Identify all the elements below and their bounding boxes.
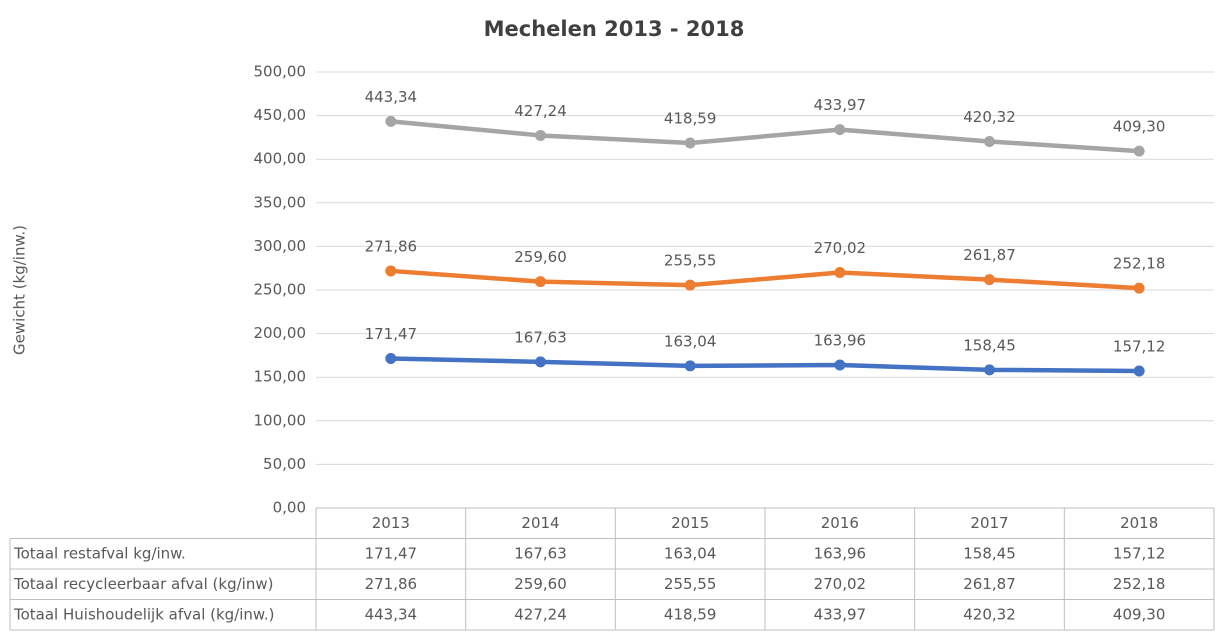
table-cell: 259,60: [514, 575, 567, 593]
series-line: [388, 356, 1142, 374]
point-marker: [984, 274, 995, 286]
x-tick-label: 2017: [970, 514, 1008, 532]
table-cell: 255,55: [664, 575, 717, 593]
point-marker: [684, 360, 696, 372]
data-label: 270,02: [814, 239, 867, 257]
x-tick-label: 2013: [372, 514, 410, 532]
point-marker: [535, 356, 546, 368]
table-cell: 418,59: [664, 605, 717, 623]
data-label: 420,32: [963, 108, 1016, 126]
table-row-label: Totaal recycleerbaar afval (kg/inw): [13, 575, 273, 593]
point-marker: [684, 137, 696, 149]
y-tick-label: 250,00: [254, 281, 307, 299]
y-axis-label: Gewicht (kg/inw.): [11, 225, 29, 355]
series-line: [388, 119, 1142, 154]
x-tick-label: 2016: [821, 514, 859, 532]
data-label: 427,24: [514, 102, 567, 120]
data-label: 271,86: [365, 237, 418, 255]
point-marker: [385, 352, 397, 364]
point-marker: [1133, 365, 1145, 377]
point-marker: [535, 129, 546, 141]
y-tick-label: 100,00: [254, 411, 307, 429]
point-marker: [984, 135, 995, 147]
table-row-label: Totaal Huishoudelijk afval (kg/inw.): [13, 605, 274, 623]
data-label: 259,60: [514, 248, 567, 266]
y-tick-label: 450,00: [254, 106, 307, 124]
point-marker: [1133, 145, 1145, 157]
table-cell: 270,02: [814, 575, 867, 593]
table-cell: 433,97: [814, 605, 867, 623]
data-label: 157,12: [1113, 337, 1166, 355]
table-cell: 252,18: [1113, 575, 1166, 593]
table-cell: 271,86: [365, 575, 418, 593]
y-tick-label: 150,00: [254, 368, 307, 386]
series-line: [388, 268, 1142, 291]
table-cell: 171,47: [365, 544, 418, 562]
y-tick-label: 400,00: [254, 150, 307, 168]
point-marker: [834, 359, 846, 371]
data-label: 261,87: [963, 246, 1016, 264]
data-label: 252,18: [1113, 255, 1166, 273]
table-cell: 163,96: [814, 544, 867, 562]
table-cell: 443,34: [365, 605, 418, 623]
table-cell: 157,12: [1113, 544, 1166, 562]
chart-title: Mechelen 2013 - 2018: [484, 17, 745, 41]
data-label: 443,34: [365, 88, 418, 106]
x-tick-label: 2014: [521, 514, 559, 532]
point-marker: [385, 115, 397, 127]
point-marker: [984, 364, 995, 376]
data-label: 418,59: [664, 109, 717, 127]
point-marker: [535, 276, 546, 288]
data-label: 409,30: [1113, 118, 1166, 136]
point-marker: [834, 267, 846, 279]
table-cell: 163,04: [664, 544, 717, 562]
data-label: 433,97: [814, 96, 867, 114]
y-tick-label: 300,00: [254, 237, 307, 255]
y-tick-label: 50,00: [263, 455, 306, 473]
table-cell: 167,63: [514, 544, 567, 562]
point-marker: [684, 279, 696, 291]
x-tick-label: 2015: [671, 514, 709, 532]
data-label: 167,63: [514, 328, 567, 346]
table-cell: 427,24: [514, 605, 567, 623]
y-tick-label: 200,00: [254, 324, 307, 342]
table-cell: 420,32: [963, 605, 1016, 623]
table-row-label: Totaal restafval kg/inw.: [13, 544, 186, 562]
y-tick-label: 0,00: [273, 499, 306, 517]
data-label: 163,04: [664, 332, 717, 350]
data-label: 255,55: [664, 252, 717, 270]
data-label: 171,47: [365, 325, 418, 343]
point-marker: [1133, 282, 1145, 294]
point-marker: [385, 265, 397, 277]
data-label: 163,96: [814, 332, 867, 350]
y-tick-label: 500,00: [254, 63, 307, 81]
x-tick-label: 2018: [1120, 514, 1158, 532]
table-cell: 261,87: [963, 575, 1016, 593]
table-cell: 409,30: [1113, 605, 1166, 623]
y-tick-label: 350,00: [254, 193, 307, 211]
table-cell: 158,45: [963, 544, 1016, 562]
data-label: 158,45: [963, 336, 1016, 354]
point-marker: [834, 124, 846, 136]
